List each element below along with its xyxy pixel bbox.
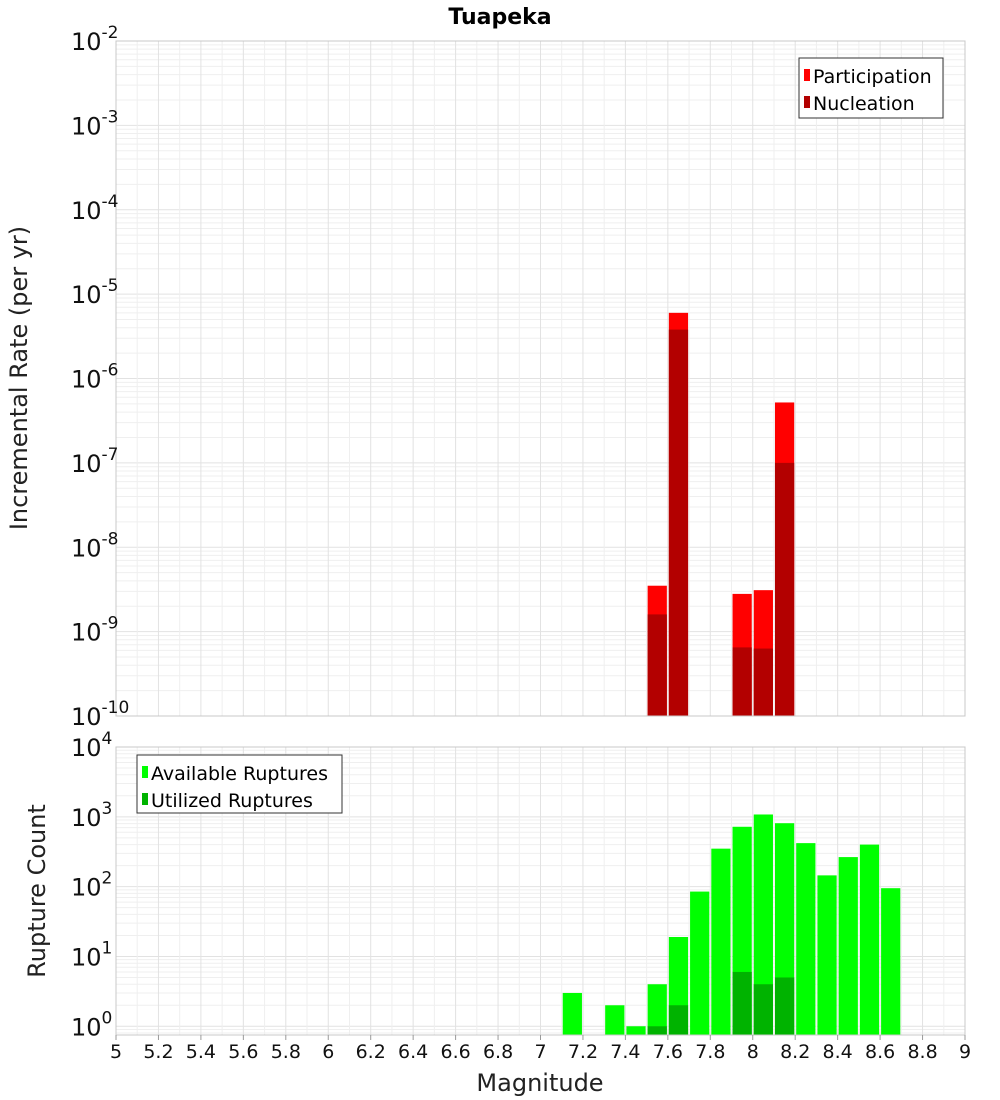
top-y-axis-label: Incremental Rate (per yr) [5, 226, 33, 530]
top-plot-area: 10-2 10-3 10-4 10-5 10-6 10-7 10-8 10-9 10-10 Par… [71, 23, 966, 731]
bottom-plot-area: 100 101 102 103 104 5 5.2 5.4 5.6 5.8 6 6.2 6.4 6.6 6.… [71, 729, 971, 1063]
y-tick-label: 10-10 [71, 698, 129, 731]
bar-available-ruptures [838, 857, 858, 1035]
x-tick-label: 6 [322, 1041, 334, 1063]
bar-available-ruptures [562, 992, 582, 1035]
x-tick-label: 8.4 [823, 1041, 853, 1063]
y-tick-label: 10-2 [71, 23, 119, 56]
bar-available-ruptures [817, 875, 837, 1035]
legend-swatch [142, 766, 148, 778]
x-tick-label: 7.2 [568, 1041, 598, 1063]
x-tick-label: 5 [110, 1041, 122, 1063]
y-tick-label: 104 [71, 729, 112, 762]
bar-utilized-ruptures [774, 977, 795, 1035]
y-tick-label: 103 [71, 799, 112, 832]
x-tick-label: 6.6 [440, 1041, 470, 1063]
bar-utilized-ruptures [732, 971, 752, 1035]
bar-utilized-ruptures [753, 984, 773, 1035]
bar-available-ruptures [881, 888, 901, 1035]
x-tick-label: 6.4 [398, 1041, 428, 1063]
x-tick-label: 7 [534, 1041, 546, 1063]
plot-frame [115, 40, 966, 717]
x-tick-label: 8.8 [907, 1041, 937, 1063]
chart-title: Tuapeka [448, 5, 551, 30]
legend: Participation Nucleation [798, 57, 944, 119]
legend-label: Nucleation [813, 93, 915, 115]
legend-label: Participation [813, 66, 932, 88]
x-tick-label: 8 [747, 1041, 759, 1063]
x-tick-label: 9 [959, 1041, 971, 1063]
y-tick-label: 10-5 [71, 276, 119, 309]
x-tick-label: 7.8 [695, 1041, 725, 1063]
y-tick-label: 100 [71, 1008, 112, 1041]
legend-swatch [804, 69, 810, 81]
x-tick-label: 7.4 [610, 1041, 640, 1063]
x-tick-label: 6.8 [483, 1041, 513, 1063]
bar-available-ruptures [711, 848, 731, 1035]
bar-nucleation [647, 614, 667, 716]
legend-box [136, 754, 343, 814]
bar-utilized-ruptures [668, 1005, 689, 1035]
x-tick-label: 5.2 [143, 1041, 173, 1063]
legend-swatch [804, 96, 810, 108]
x-tick-label: 6.2 [356, 1041, 386, 1063]
bar-available-ruptures [626, 1026, 646, 1035]
bar-available-ruptures [859, 844, 880, 1035]
legend-label: Utilized Ruptures [151, 790, 313, 812]
bar-available-ruptures [647, 984, 667, 1035]
bar-nucleation [668, 329, 689, 716]
legend-swatch [142, 793, 148, 805]
bottom-y-axis-label: Rupture Count [23, 804, 51, 978]
y-tick-label: 10-3 [71, 107, 119, 140]
bar-available-ruptures [605, 1005, 625, 1035]
y-tick-label: 10-8 [71, 529, 119, 562]
x-tick-label: 5.8 [271, 1041, 301, 1063]
legend-box [798, 57, 944, 119]
legend-label: Available Ruptures [151, 763, 328, 785]
bar-nucleation [732, 647, 752, 716]
bar-available-ruptures [796, 843, 816, 1035]
x-tick-label: 5.4 [186, 1041, 216, 1063]
y-tick-label: 10-4 [71, 192, 119, 225]
bar-nucleation [774, 462, 795, 716]
bar-available-ruptures [753, 814, 773, 1035]
x-tick-label: 8.6 [865, 1041, 895, 1063]
bar-available-ruptures [690, 891, 710, 1035]
bar-nucleation [753, 648, 773, 716]
y-tick-label: 102 [71, 869, 112, 902]
legend: Available Ruptures Utilized Ruptures [136, 754, 343, 814]
y-tick-label: 10-9 [71, 614, 119, 647]
x-axis-label: Magnitude [476, 1069, 603, 1097]
x-tick-label: 8.2 [780, 1041, 810, 1063]
x-tick-label: 5.6 [228, 1041, 258, 1063]
y-tick-label: 10-7 [71, 445, 119, 478]
y-tick-label: 101 [71, 938, 112, 971]
x-tick-label: 7.6 [653, 1041, 683, 1063]
y-tick-label: 10-6 [71, 361, 119, 394]
bar-utilized-ruptures [647, 1026, 667, 1035]
